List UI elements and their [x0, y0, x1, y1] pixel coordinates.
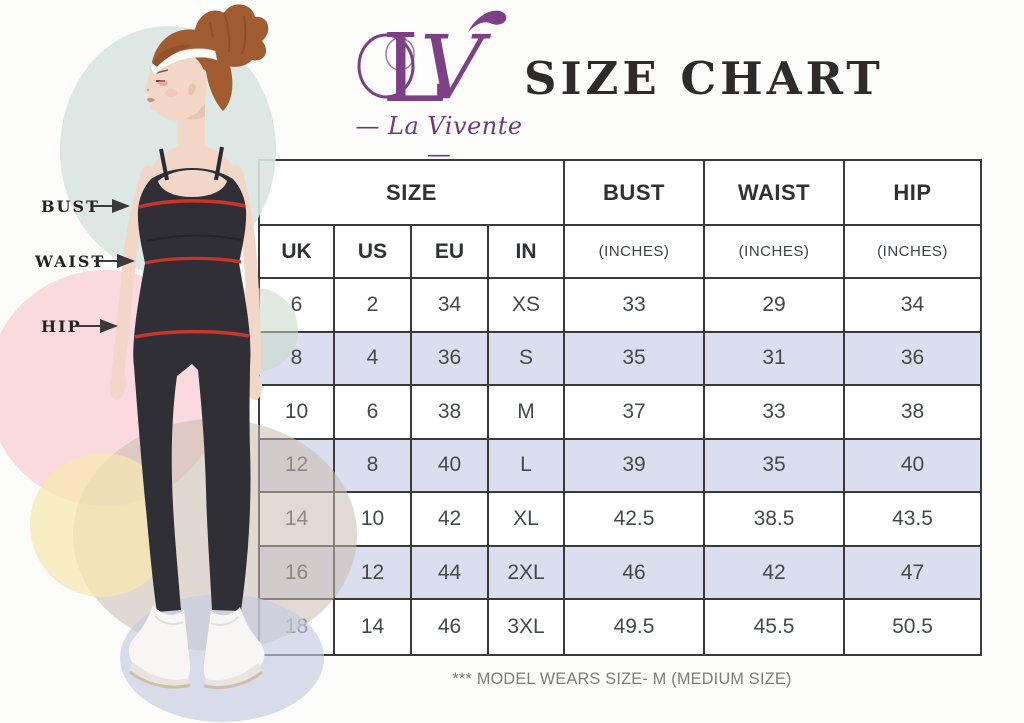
size-table: SIZE BUST WAIST HIP UK US EU IN (INCHES) (INCHES)… [258, 159, 982, 656]
monogram-swash [468, 10, 507, 32]
bust-label: BUST [41, 197, 100, 216]
table-cell: 38.5 [705, 493, 845, 547]
table-cell: 10 [335, 493, 412, 547]
model-figure [109, 4, 269, 689]
table-cell: 12 [335, 546, 412, 601]
hip-label: HIP [41, 317, 82, 336]
table-cell: 6 [335, 386, 412, 440]
waist-label: WAIST [34, 252, 105, 271]
table-cell: 14 [260, 493, 335, 547]
column-sub-header: EU [412, 226, 489, 279]
table-cell: M [489, 386, 565, 440]
table-cell: 42 [705, 546, 845, 601]
table-cell: 35 [705, 439, 845, 494]
table-cell: 33 [565, 279, 705, 333]
table-cell: 12 [260, 439, 335, 494]
table-cell: 46 [565, 546, 705, 601]
brand-logo: L V — La Vivente — [348, 2, 530, 168]
table-cell: XL [489, 493, 565, 547]
measurement-annotations: BUST WAIST HIP [34, 197, 135, 336]
table-cell: 35 [565, 332, 705, 387]
monogram-v: V [420, 16, 492, 114]
table-cell: 37 [565, 386, 705, 440]
table-cell: 31 [705, 332, 845, 387]
table-cell: 36 [845, 332, 980, 387]
table-cell: 33 [705, 386, 845, 440]
column-group-header: SIZE [260, 161, 565, 226]
table-cell: 10 [260, 386, 335, 440]
table-cell: 44 [412, 546, 489, 601]
table-cell: 34 [845, 279, 980, 333]
measure-lines [134, 199, 250, 339]
table-cell: 3XL [489, 600, 565, 654]
column-sub-header: IN [489, 226, 565, 279]
table-cell: 8 [260, 332, 335, 387]
sneakers [128, 605, 265, 689]
table-cell: 46 [412, 600, 489, 654]
table-cell: L [489, 439, 565, 494]
column-sub-header: UK [260, 226, 335, 279]
column-group-header: HIP [845, 161, 980, 226]
table-cell: XS [489, 279, 565, 333]
table-cell: 16 [260, 546, 335, 601]
table-cell: 50.5 [845, 600, 980, 654]
table-cell: 36 [412, 332, 489, 387]
footer-note: *** MODEL WEARS SIZE- M (MEDIUM SIZE) [452, 669, 792, 688]
table-cell: 40 [845, 439, 980, 494]
table-cell: 34 [412, 279, 489, 333]
table-cell: 42 [412, 493, 489, 547]
brand-monogram-icon: L V [357, 10, 507, 124]
column-sub-header: (INCHES) [845, 226, 980, 279]
table-cell: 40 [412, 439, 489, 494]
page-title: SIZE CHART [524, 52, 884, 105]
table-cell: 39 [565, 439, 705, 494]
monogram-l: L [382, 14, 445, 114]
table-cell: 4 [335, 332, 412, 387]
table-cell: S [489, 332, 565, 387]
table-cell: 47 [845, 546, 980, 601]
table-cell: 38 [412, 386, 489, 440]
column-group-header: WAIST [705, 161, 845, 226]
table-cell: 49.5 [565, 600, 705, 654]
table-cell: 2 [335, 279, 412, 333]
table-cell: 45.5 [705, 600, 845, 654]
column-sub-header: (INCHES) [565, 226, 705, 279]
table-cell: 6 [260, 279, 335, 333]
table-cell: 8 [335, 439, 412, 494]
table-cell: 2XL [489, 546, 565, 601]
table-cell: 43.5 [845, 493, 980, 547]
table-cell: 42.5 [565, 493, 705, 547]
column-sub-header: (INCHES) [705, 226, 845, 279]
column-group-header: BUST [565, 161, 705, 226]
table-cell: 14 [335, 600, 412, 654]
table-cell: 29 [705, 279, 845, 333]
table-cell: 18 [260, 600, 335, 654]
column-sub-header: US [335, 226, 412, 279]
table-cell: 38 [845, 386, 980, 440]
